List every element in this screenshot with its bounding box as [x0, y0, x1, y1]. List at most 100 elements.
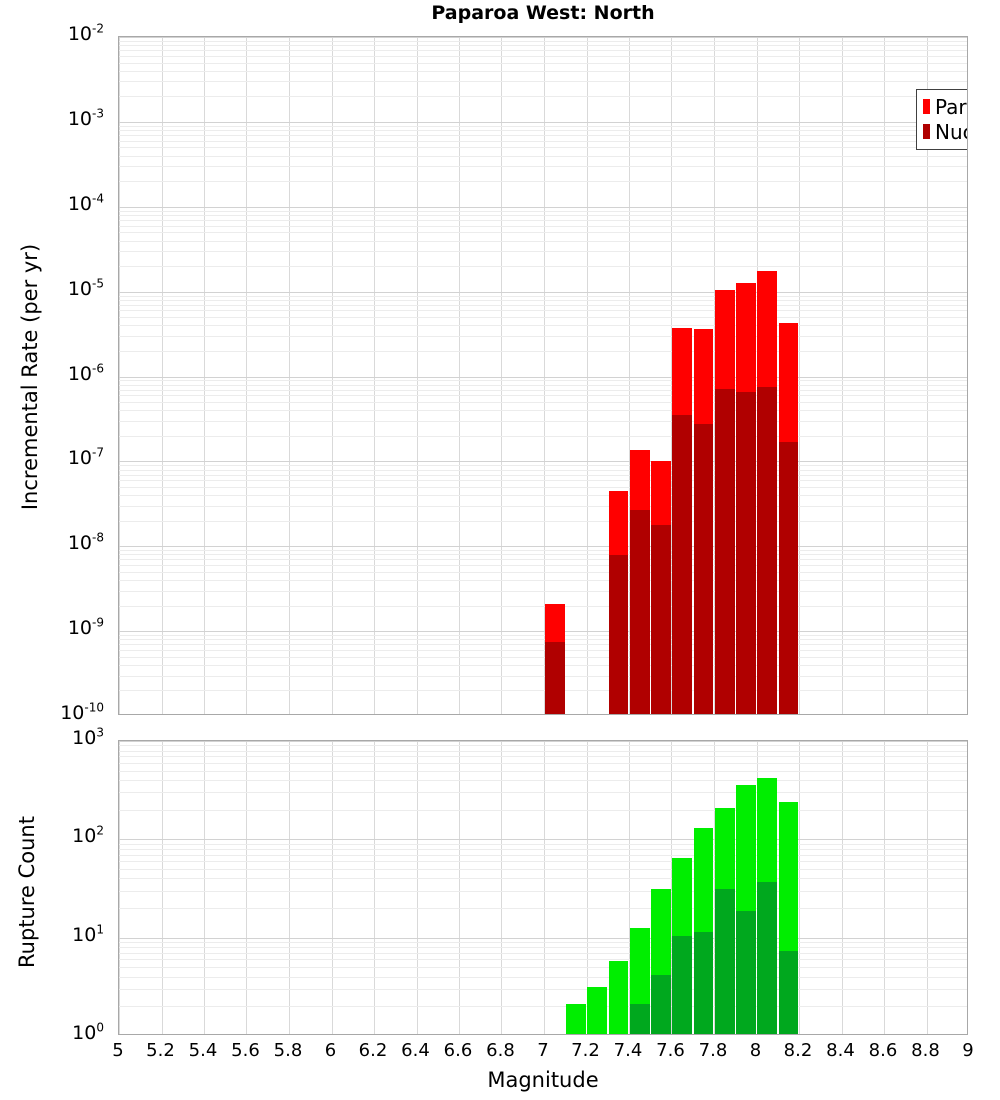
- horizontal-gridline-minor: [119, 215, 967, 216]
- horizontal-gridline-major: [119, 938, 967, 939]
- y-tick-top--3: 10-3: [67, 106, 104, 130]
- x-tick-8-6: 8.6: [868, 1040, 898, 1061]
- horizontal-gridline-minor: [119, 506, 967, 507]
- bar-nucleation: [778, 442, 799, 714]
- horizontal-gridline-minor: [119, 310, 967, 311]
- horizontal-gridline-minor: [119, 56, 967, 57]
- horizontal-gridline-minor: [119, 232, 967, 233]
- horizontal-gridline-major: [119, 839, 967, 840]
- x-tick-7: 7: [537, 1040, 549, 1061]
- horizontal-gridline-minor: [119, 657, 967, 658]
- legend-item-nucleation[interactable]: Nucleation: [923, 119, 967, 144]
- horizontal-gridline-minor: [119, 50, 967, 51]
- x-tick-7-4: 7.4: [613, 1040, 643, 1061]
- horizontal-gridline-minor: [119, 390, 967, 391]
- horizontal-gridline-minor: [119, 891, 967, 892]
- vertical-gridline: [587, 741, 588, 1034]
- x-tick-8: 8: [749, 1040, 762, 1061]
- horizontal-gridline-minor: [119, 810, 967, 811]
- x-tick-5-6: 5.6: [231, 1040, 260, 1061]
- vertical-gridline: [714, 741, 715, 1034]
- legend-swatch-participation: [923, 99, 930, 114]
- horizontal-gridline-minor: [119, 395, 967, 396]
- bar-utilized-ruptures: [693, 931, 714, 1034]
- vertical-gridline: [544, 741, 545, 1034]
- horizontal-gridline-minor: [119, 947, 967, 948]
- horizontal-gridline-minor: [119, 855, 967, 856]
- horizontal-gridline-minor: [119, 96, 967, 97]
- x-tick-8-8: 8.8: [911, 1040, 940, 1061]
- horizontal-gridline-minor: [119, 792, 967, 793]
- horizontal-gridline-minor: [119, 421, 967, 422]
- bar-utilized-ruptures: [651, 974, 671, 1034]
- horizontal-gridline-minor: [119, 554, 967, 555]
- vertical-gridline: [842, 37, 843, 714]
- vertical-gridline: [162, 741, 163, 1034]
- horizontal-gridline-minor: [119, 63, 967, 64]
- horizontal-gridline-minor: [119, 1006, 967, 1007]
- horizontal-gridline-minor: [119, 953, 967, 954]
- page-title: Paparoa West: North: [431, 2, 655, 24]
- horizontal-gridline-minor: [119, 745, 967, 746]
- vertical-gridline: [884, 37, 885, 714]
- vertical-gridline: [714, 37, 715, 714]
- bars-bottom: [119, 741, 967, 1034]
- bar-utilized-ruptures: [672, 935, 692, 1034]
- vertical-gridline: [332, 741, 333, 1034]
- vertical-gridline: [501, 741, 502, 1034]
- horizontal-gridline-minor: [119, 869, 967, 870]
- horizontal-gridline-major: [119, 461, 967, 462]
- horizontal-gridline-minor: [119, 644, 967, 645]
- vertical-gridline: [799, 37, 800, 714]
- horizontal-gridline-minor: [119, 751, 967, 752]
- vertical-gridline: [671, 741, 672, 1034]
- vertical-gridline: [671, 37, 672, 714]
- horizontal-gridline-minor: [119, 908, 967, 909]
- bar-nucleation: [651, 524, 671, 714]
- vertical-gridline: [332, 37, 333, 714]
- bar-utilized-ruptures: [757, 882, 777, 1034]
- horizontal-gridline-minor: [119, 480, 967, 481]
- bar-nucleation: [736, 392, 756, 714]
- x-tick-6: 6: [324, 1040, 337, 1061]
- x-tick-7-8: 7.8: [698, 1040, 728, 1061]
- vertical-gridline: [544, 37, 545, 714]
- y-tick-top--2: 10-2: [67, 21, 104, 45]
- horizontal-gridline-minor: [119, 771, 967, 772]
- horizontal-gridline-minor: [119, 495, 967, 496]
- horizontal-gridline-minor: [119, 977, 967, 978]
- x-tick-6-2: 6.2: [358, 1040, 388, 1061]
- x-tick-7-2: 7.2: [571, 1040, 600, 1061]
- legend-label-nucleation: Nucleation: [935, 119, 967, 144]
- horizontal-gridline-minor: [119, 690, 967, 691]
- horizontal-gridline-minor: [119, 606, 967, 607]
- horizontal-gridline-major: [119, 37, 967, 38]
- y-tick-top--10: 10-10: [60, 700, 104, 724]
- vertical-gridline: [842, 741, 843, 1034]
- y-tick-bottom-1: 101: [72, 922, 104, 946]
- horizontal-gridline-major: [119, 741, 967, 742]
- horizontal-gridline-minor: [119, 521, 967, 522]
- horizontal-gridline-minor: [119, 410, 967, 411]
- bar-available-ruptures: [566, 1004, 586, 1034]
- horizontal-gridline-minor: [119, 942, 967, 943]
- x-tick-6-4: 6.4: [401, 1040, 430, 1061]
- horizontal-gridline-minor: [119, 559, 967, 560]
- bar-available-ruptures: [608, 961, 629, 1034]
- horizontal-gridline-minor: [119, 251, 967, 252]
- horizontal-gridline-minor: [119, 565, 967, 566]
- horizontal-gridline-minor: [119, 959, 967, 960]
- horizontal-gridline-minor: [119, 470, 967, 471]
- x-tick-7-6: 7.6: [656, 1040, 685, 1061]
- vertical-gridline: [629, 37, 630, 714]
- legend-item-participation[interactable]: Participation: [923, 94, 967, 119]
- vertical-gridline: [927, 37, 928, 714]
- bars-top: [119, 37, 967, 714]
- x-tick-9: 9: [962, 1040, 974, 1061]
- x-tick-8-2: 8.2: [783, 1040, 813, 1061]
- horizontal-gridline-minor: [119, 402, 967, 403]
- horizontal-gridline-minor: [119, 878, 967, 879]
- horizontal-gridline-minor: [119, 71, 967, 72]
- horizontal-gridline-minor: [119, 135, 967, 136]
